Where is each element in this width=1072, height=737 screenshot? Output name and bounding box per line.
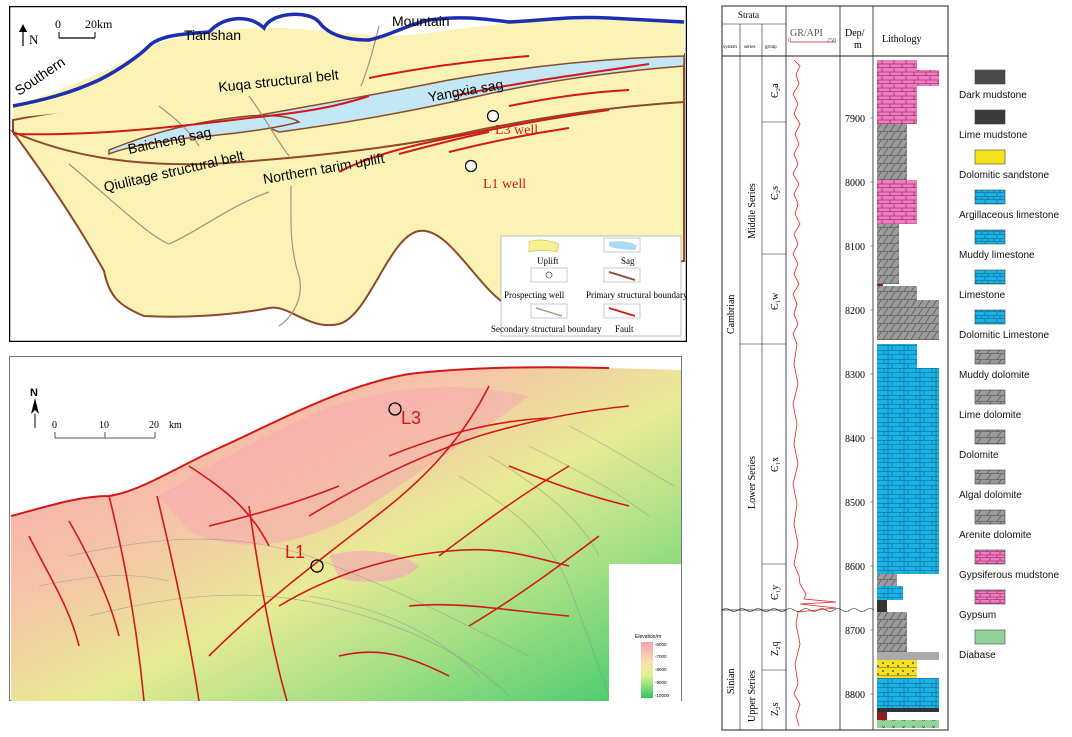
legend-argillaceous-limestone: Argillaceous limestone (959, 210, 1059, 221)
label-mountain: Mountain (392, 13, 450, 29)
mountain-boundary (12, 12, 685, 108)
elev-scale-unit: km (169, 420, 182, 431)
depth-8600: 8600 (845, 562, 865, 573)
legend-algal-dolomite: Algal dolomite (959, 490, 1022, 501)
gr-header: GR/API (790, 28, 823, 39)
legend-primary-boundary: Primary structural boundary (586, 290, 687, 300)
colorbar: Elevation/m -6000 -7000 -8000 -9000 -100… (635, 634, 670, 698)
elev-scale-0: 0 (52, 420, 57, 431)
elev-label-l3: L3 (401, 408, 421, 428)
north-arrow-icon (19, 24, 27, 46)
structural-legend: Uplift Sag Prospecting well Primary stru… (491, 235, 688, 337)
legend-prospecting-well: Prospecting well (504, 290, 565, 300)
legend-gypsiferous-mudstone: Gypsiferous mudstone (959, 570, 1059, 581)
scale-bar (58, 32, 96, 39)
colorbar-tick-0: -6000 (655, 642, 667, 647)
structural-map: N 0 20km Tianshan Mountain Southern Kuqa… (8, 5, 688, 343)
legend-diabase: Diabase (959, 650, 996, 661)
legend-secondary-boundary: Secondary structural boundary (491, 324, 602, 334)
strata-header: Strata (738, 10, 759, 20)
label-tianshan: Tianshan (184, 27, 241, 43)
legend-lime-dolomite: Lime dolomite (959, 410, 1022, 421)
well-l3-marker (388, 402, 402, 416)
colorbar-tick-3: -9000 (655, 680, 667, 685)
group-e1w: Є₁w (770, 292, 781, 310)
depth-8200: 8200 (845, 306, 865, 317)
gr-min: 0 (788, 38, 791, 44)
depth-8500: 8500 (845, 498, 865, 509)
strat-column: Strata system series group GR/API 0 250 … (721, 5, 949, 731)
series-middle: Middle Series (747, 183, 758, 239)
depth-8800: 8800 (845, 690, 865, 701)
elev-label-l1: L1 (285, 542, 305, 562)
lithology-legend: Dark mudstone Lime mudstone Dolomitic sa… (959, 69, 1059, 661)
series-lower: Lower Series (747, 456, 758, 509)
north-arrow-icon (31, 398, 39, 428)
legend-uplift: Uplift (537, 256, 559, 266)
colorbar-tick-1: -7000 (655, 654, 667, 659)
legend-arenite-dolomite: Arenite dolomite (959, 530, 1032, 541)
depth-header-2: m (854, 40, 862, 51)
system-header: system (723, 45, 737, 50)
series-header: series (744, 45, 755, 50)
legend-dolomitic-sandstone: Dolomitic sandstone (959, 170, 1049, 181)
well-l1-marker (464, 159, 478, 173)
series-upper: Upper Series (747, 670, 758, 722)
gr-log-curve (792, 59, 837, 727)
legend-muddy-limestone: Muddy limestone (959, 250, 1035, 261)
depth-8400: 8400 (845, 434, 865, 445)
depth-8100: 8100 (845, 242, 865, 253)
legend-dark-mudstone: Dark mudstone (959, 90, 1027, 101)
depth-8700: 8700 (845, 626, 865, 637)
group-e1y: Є₁y (770, 585, 781, 600)
legend-muddy-dolomite: Muddy dolomite (959, 370, 1030, 381)
gr-max: 250 (827, 38, 836, 44)
colorbar-title: Elevation/m (635, 634, 661, 640)
elevation-map-panel: N 0 10 20 km L3 L1 Elevation/m -6000 -70… (9, 356, 682, 702)
depth-8000: 8000 (845, 178, 865, 189)
legend-dolomite: Dolomite (959, 450, 999, 461)
lithology-column (877, 60, 939, 728)
lithology-header: Lithology (882, 34, 921, 45)
depth-7900: 7900 (845, 114, 865, 125)
group-z2q: Z₂q (770, 641, 781, 656)
depth-header-1: Dep/ (845, 28, 865, 39)
group-e1x: Є₁x (770, 457, 781, 472)
lithology-legend-panel: Dark mudstone Lime mudstone Dolomitic sa… (955, 60, 1072, 690)
group-z2s: Z₂s (770, 702, 781, 716)
elev-north-label: N (30, 387, 38, 399)
strat-column-panel: Strata system series group GR/API 0 250 … (720, 4, 950, 732)
group-e2s: Є₂s (770, 186, 781, 200)
colorbar-tick-4: -10000 (655, 693, 670, 698)
elev-scale-10: 10 (99, 420, 109, 431)
elev-scale-20: 20 (149, 420, 159, 431)
group-header: group (765, 45, 777, 50)
depth-8300: 8300 (845, 370, 865, 381)
elevation-surface (11, 367, 681, 701)
legend-gypsum: Gypsum (959, 610, 996, 621)
label-l1-well: L1 well (483, 177, 526, 192)
legend-fault: Fault (615, 324, 634, 334)
legend-sag: Sag (621, 256, 635, 266)
legend-limestone: Limestone (959, 290, 1006, 301)
structural-map-panel: N 0 20km Tianshan Mountain Southern Kuqa… (8, 5, 688, 343)
scale-zero: 0 (55, 17, 61, 31)
elev-scale-bar (54, 432, 156, 439)
legend-swatches (974, 69, 1006, 645)
depth-axis (870, 117, 873, 695)
system-cambrian: Cambrian (726, 295, 737, 334)
group-e2a: Є₂a (770, 83, 781, 98)
legend-dolomitic-limestone: Dolomitic Limestone (959, 330, 1049, 341)
label-l3-well: L3 well (495, 123, 538, 138)
elevation-map: N 0 10 20 km L3 L1 Elevation/m -6000 -70… (9, 356, 682, 702)
legend-lime-mudstone: Lime mudstone (959, 130, 1028, 141)
colorbar-tick-2: -8000 (655, 667, 667, 672)
well-l3-marker (486, 109, 500, 123)
well-l1-marker (310, 559, 324, 573)
scale-end: 20km (85, 17, 113, 31)
north-label: N (29, 32, 39, 47)
system-sinian: Sinian (726, 668, 737, 694)
